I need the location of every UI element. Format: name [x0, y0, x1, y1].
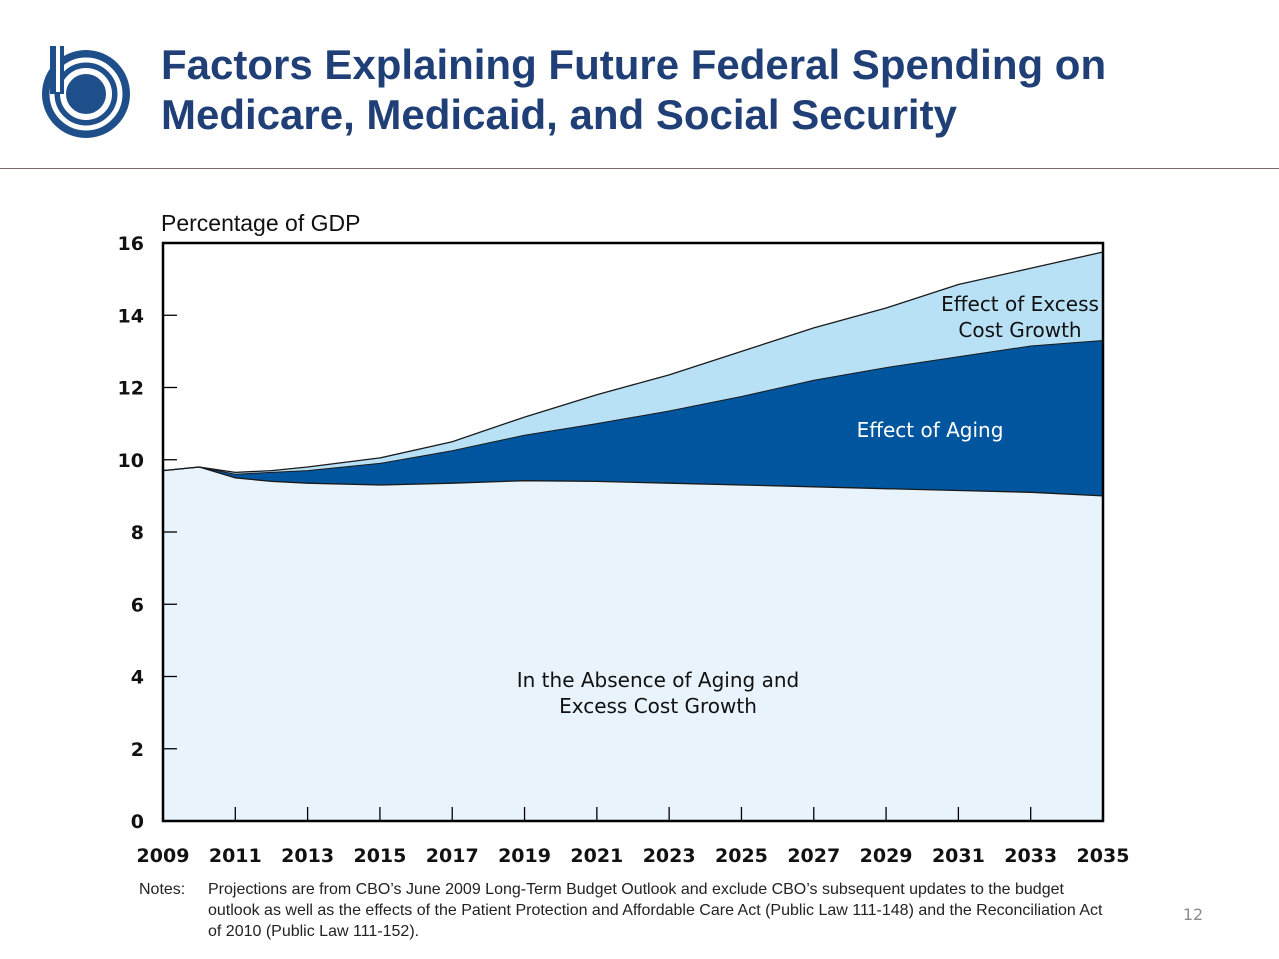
x-tick-label: 2025 — [715, 845, 768, 867]
y-tick-label: 8 — [131, 522, 144, 544]
title-line-1: Factors Explaining Future Federal Spendi… — [161, 41, 1107, 88]
x-tick-label: 2033 — [1004, 845, 1057, 867]
x-tick-label: 2019 — [498, 845, 551, 867]
label-aging: Effect of Aging — [857, 418, 1004, 442]
notes-text: Projections are from CBO’s June 2009 Lon… — [208, 881, 1103, 940]
y-tick-label: 12 — [118, 378, 144, 400]
line-aging-top — [162, 340, 1104, 475]
y-axis-label: Percentage of GDP — [161, 210, 360, 236]
x-tick-label: 2031 — [932, 845, 985, 867]
label-excess-cost-growth: Effect of Excess — [941, 292, 1099, 316]
y-tick-label: 10 — [118, 450, 144, 472]
y-tick-label: 16 — [118, 233, 144, 255]
x-tick-label: 2023 — [643, 845, 696, 867]
x-tick-label: 2013 — [281, 845, 334, 867]
x-tick-label: 2015 — [353, 845, 406, 867]
x-tick-label: 2035 — [1077, 845, 1130, 867]
area-baseline — [163, 467, 1103, 821]
line-baseline — [162, 466, 1104, 497]
label-excess-cost-growth: Cost Growth — [958, 318, 1081, 342]
x-tick-label: 2017 — [426, 845, 479, 867]
slide-title: Factors Explaining Future Federal Spendi… — [161, 40, 1241, 140]
title-divider — [0, 168, 1279, 169]
cbo-logo-icon — [42, 46, 130, 138]
notes-label: Notes: — [139, 881, 186, 898]
y-tick-label: 2 — [131, 739, 144, 761]
label-baseline: In the Absence of Aging and — [517, 668, 799, 692]
x-tick-label: 2027 — [787, 845, 840, 867]
line-total — [162, 251, 1104, 474]
x-tick-label: 2029 — [860, 845, 913, 867]
y-tick-label: 4 — [131, 667, 144, 689]
y-tick-label: 14 — [118, 305, 144, 327]
page-number: 12 — [1182, 905, 1204, 924]
x-tick-label: 2021 — [570, 845, 623, 867]
label-baseline: Excess Cost Growth — [559, 694, 757, 718]
y-tick-label: 6 — [131, 594, 144, 616]
x-tick-label: 2011 — [209, 845, 262, 867]
title-line-2: Medicare, Medicaid, and Social Security — [161, 91, 957, 138]
y-tick-label: 0 — [131, 811, 144, 833]
x-tick-label: 2009 — [137, 845, 190, 867]
